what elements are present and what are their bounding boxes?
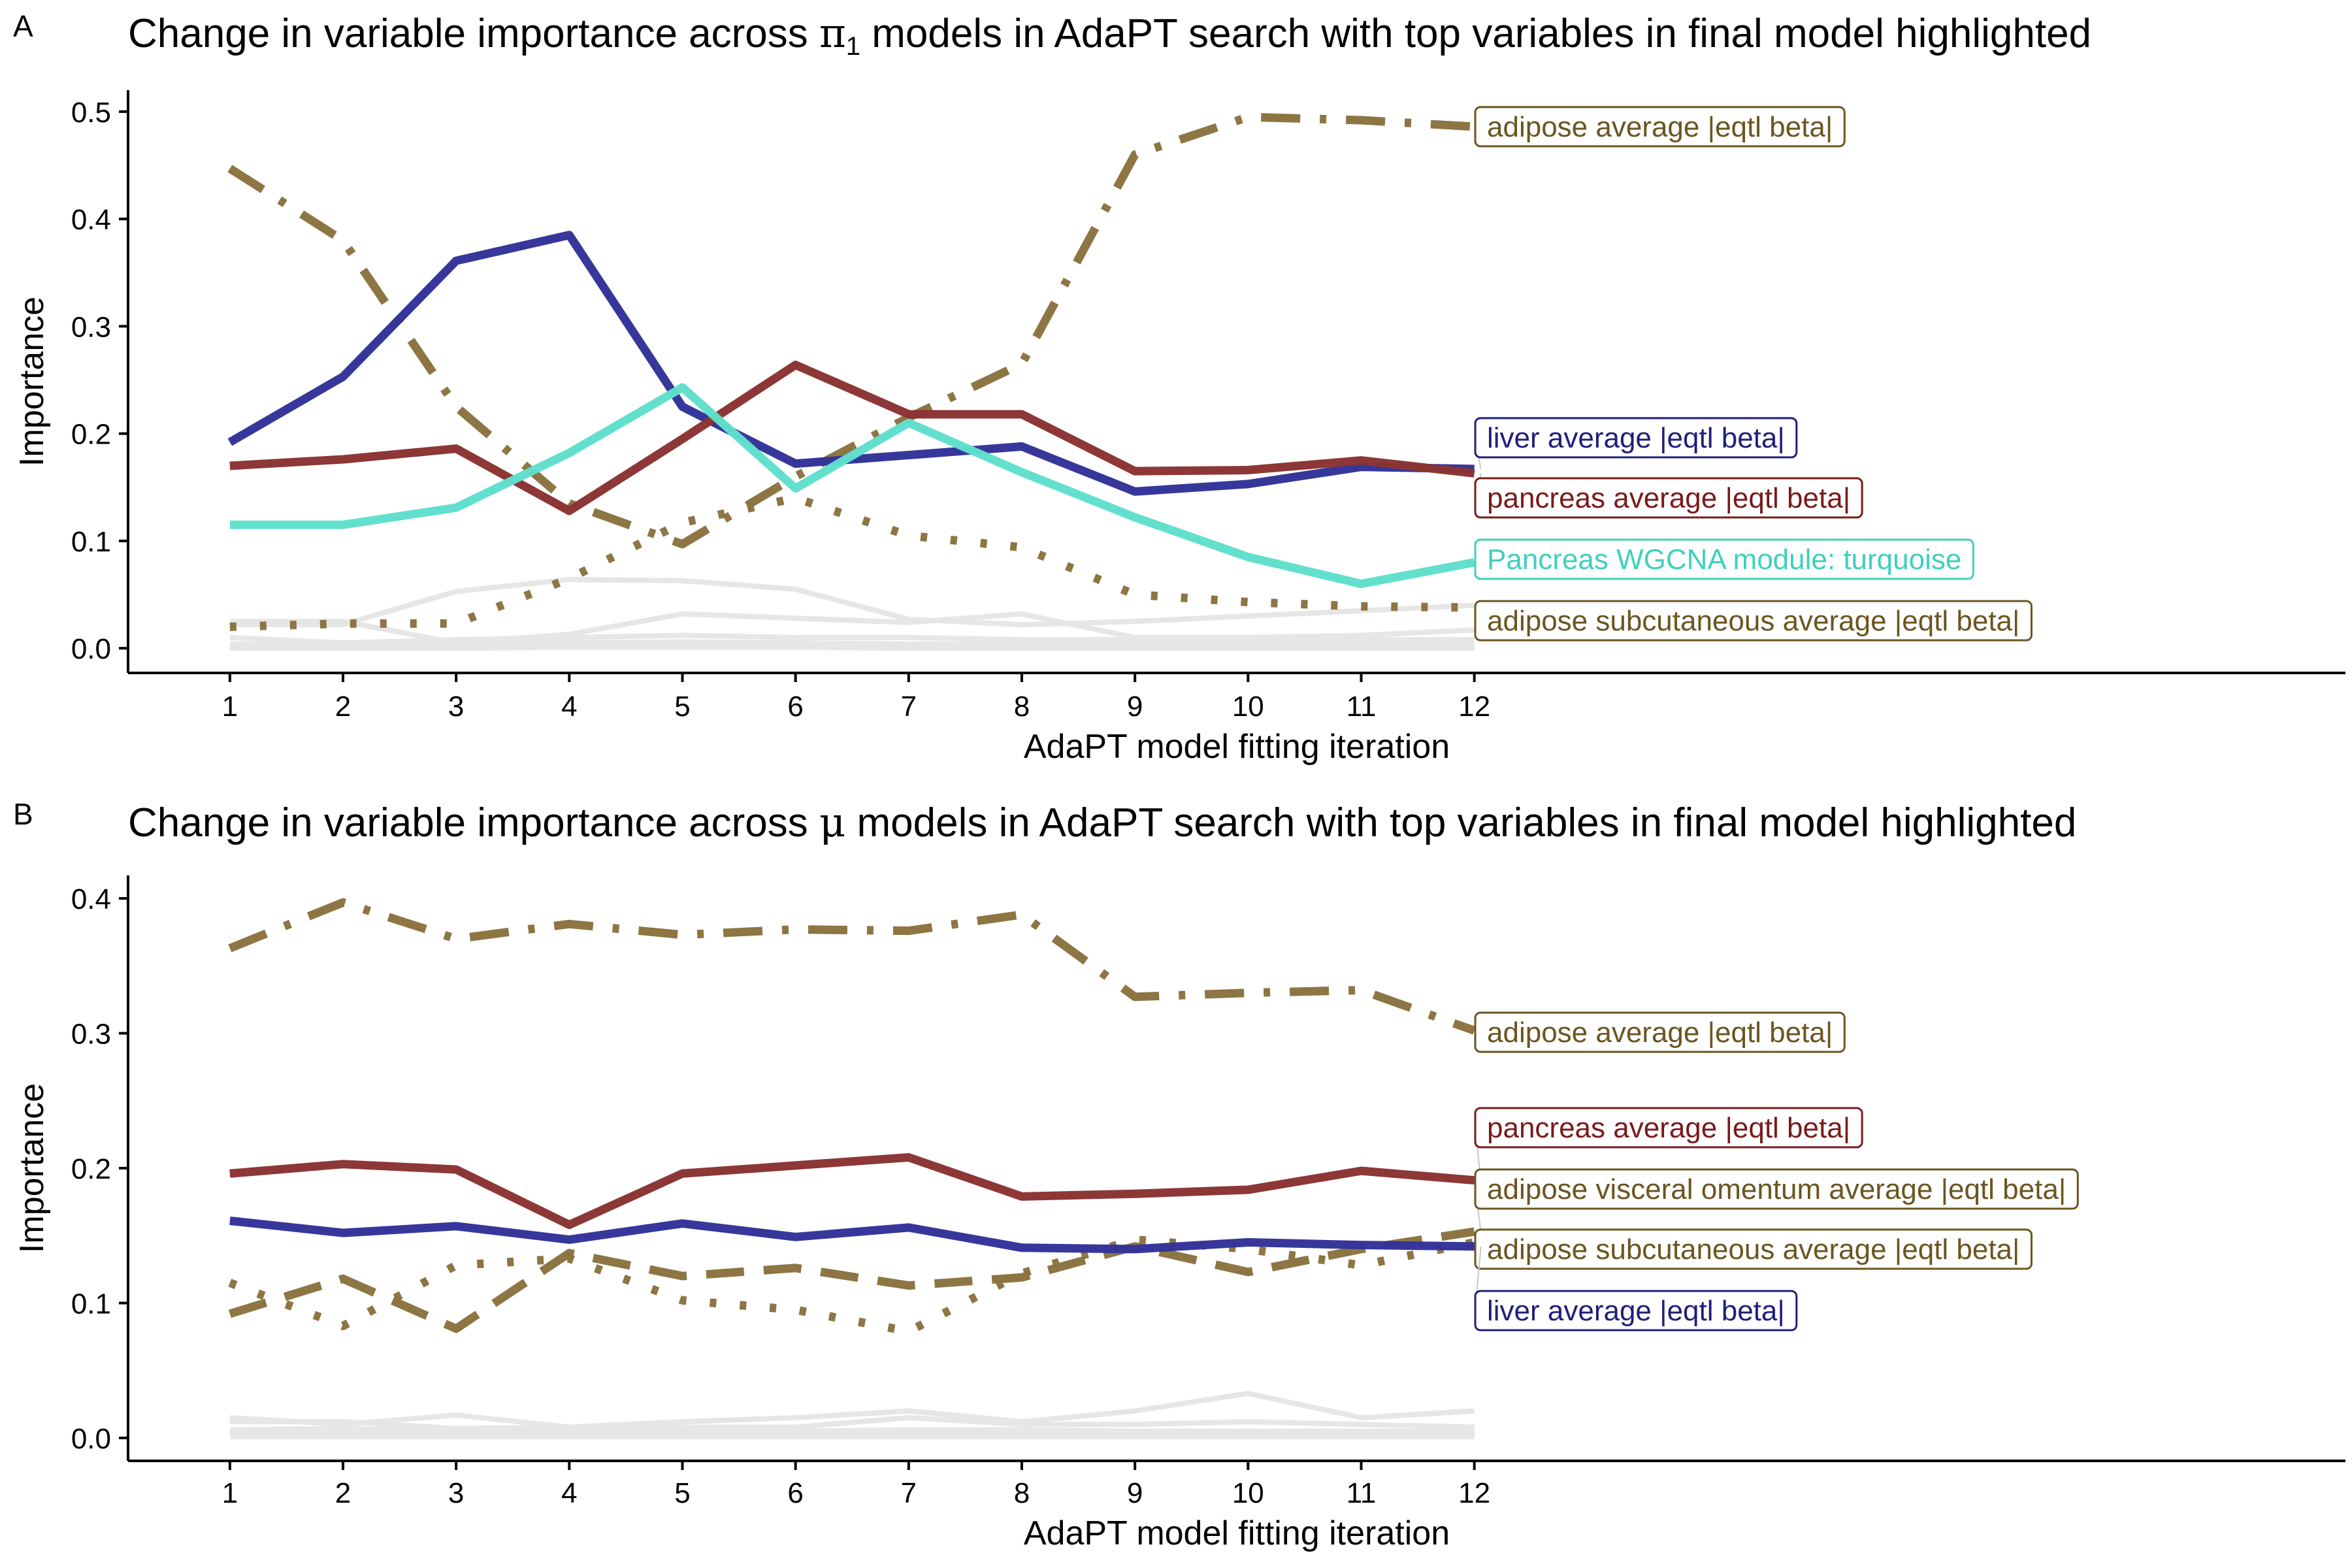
x-tick-label: 9	[1127, 1477, 1143, 1509]
series-label-adipose-average-eqtl-beta: adipose average |eqtl beta|	[1487, 1017, 1833, 1049]
y-axis-title: Importance	[13, 297, 51, 466]
y-tick-label: 0.0	[71, 633, 111, 665]
series-label-box	[1474, 1168, 2079, 1210]
x-tick-label: 8	[1014, 1477, 1030, 1509]
title-part: models in AdaPT search with top variable…	[845, 800, 2076, 845]
series-label-box	[1474, 1107, 1863, 1149]
panel-b: B Change in variable importance across μ …	[13, 797, 2345, 1552]
x-tick-label: 7	[901, 1477, 917, 1509]
title-part: Change in variable importance across	[128, 11, 819, 56]
title-subscript: 1	[846, 32, 860, 61]
x-tick-label: 8	[1014, 691, 1030, 723]
series-label-pancreas-average-eqtl-beta: pancreas average |eqtl beta|	[1487, 482, 1850, 514]
series-label-box	[1474, 477, 1863, 519]
title-part: models in AdaPT search with top variable…	[860, 11, 2091, 56]
x-tick-label: 6	[787, 691, 803, 723]
x-tick-label: 12	[1458, 691, 1490, 723]
series-label-liver-average-eqtl-beta: liver average |eqtl beta|	[1487, 422, 1785, 454]
y-tick-label: 0.3	[71, 311, 111, 343]
background-series-line	[229, 632, 1475, 646]
x-tick-label: 12	[1458, 1477, 1490, 1509]
y-axis-title: Importance	[13, 1083, 51, 1253]
y-tick-label: 0.5	[71, 97, 111, 129]
series-label-box	[1474, 1290, 1798, 1331]
series-label-box	[1474, 538, 1974, 580]
series-line-adipose-subcutaneous-average-eqtl-beta	[228, 1235, 1475, 1336]
title-part: Change in variable importance across	[128, 800, 819, 845]
panel-letter: B	[13, 797, 33, 831]
series-label-box	[1474, 1228, 2033, 1270]
x-tick-label: 9	[1127, 691, 1143, 723]
y-tick-label: 0.4	[71, 204, 111, 236]
x-tick-label: 2	[335, 691, 351, 723]
x-tick-label: 11	[1347, 691, 1377, 723]
series-label-pancreas-wgcna-module-turquoise: Pancreas WGCNA module: turquoise	[1487, 544, 1961, 576]
series-label-adipose-visceral-omentum-average-eqtl-beta: adipose visceral omentum average |eqtl b…	[1487, 1173, 2066, 1205]
x-tick-label: 4	[561, 1477, 577, 1509]
title-symbol: μ	[819, 798, 845, 846]
series-label-liver-average-eqtl-beta: liver average |eqtl beta|	[1487, 1295, 1785, 1327]
series-label-adipose-subcutaneous-average-eqtl-beta: adipose subcutaneous average |eqtl beta|	[1487, 605, 2019, 637]
y-tick-label: 0.1	[71, 1288, 111, 1320]
series-line-pancreas-average-eqtl-beta	[229, 361, 1475, 515]
background-series-line	[229, 1390, 1475, 1430]
x-tick-label: 3	[448, 1477, 464, 1509]
x-tick-label: 1	[222, 1477, 238, 1509]
x-axis-title: AdaPT model fitting iteration	[1024, 1514, 1450, 1552]
y-tick-label: 0.2	[71, 419, 111, 451]
y-tick-label: 0.0	[71, 1423, 111, 1455]
background-series-line	[229, 577, 1475, 628]
series-line-adipose-average-eqtl-beta	[227, 112, 1475, 549]
series-label-box	[1474, 1011, 1846, 1053]
x-tick-label: 5	[674, 691, 690, 723]
x-tick-label: 5	[674, 1477, 690, 1509]
title-symbol: π	[819, 9, 846, 57]
x-tick-label: 4	[561, 691, 577, 723]
series-label-pancreas-average-eqtl-beta: pancreas average |eqtl beta|	[1487, 1112, 1850, 1144]
y-tick-label: 0.2	[71, 1153, 111, 1185]
x-tick-label: 10	[1232, 1477, 1264, 1509]
y-tick-label: 0.4	[71, 883, 111, 915]
series-label-adipose-subcutaneous-average-eqtl-beta: adipose subcutaneous average |eqtl beta|	[1487, 1233, 2019, 1266]
x-tick-label: 6	[787, 1477, 803, 1509]
background-series-line	[229, 1426, 1475, 1434]
panel-a: A Change in variable importance across π1…	[13, 9, 2345, 766]
series-line-pancreas-average-eqtl-beta	[229, 1152, 1475, 1230]
x-axis-title: AdaPT model fitting iteration	[1024, 728, 1450, 766]
panel-letter: A	[13, 9, 33, 43]
series-label-box	[1474, 600, 2033, 642]
x-tick-label: 10	[1232, 691, 1264, 723]
background-series-line	[229, 1414, 1475, 1431]
series-line-adipose-average-eqtl-beta	[228, 898, 1476, 1035]
series-label-adipose-average-eqtl-beta: adipose average |eqtl beta|	[1487, 111, 1833, 143]
series-line-adipose-visceral-omentum-average-eqtl-beta	[228, 1227, 1475, 1333]
series-label-box	[1474, 417, 1798, 459]
x-tick-label: 11	[1347, 1477, 1377, 1509]
series-label-box	[1474, 106, 1846, 148]
x-tick-label: 2	[335, 1477, 351, 1509]
chart-title: Change in variable importance across μ m…	[128, 798, 2076, 846]
x-tick-label: 1	[222, 691, 238, 723]
x-tick-label: 3	[448, 691, 464, 723]
series-line-pancreas-wgcna-module-turquoise	[229, 383, 1475, 589]
y-tick-label: 0.3	[71, 1019, 111, 1051]
x-tick-label: 7	[901, 691, 917, 723]
y-tick-label: 0.1	[71, 526, 111, 558]
background-series-line	[229, 644, 1475, 651]
chart-title: Change in variable importance across π1 …	[128, 9, 2091, 61]
series-line-liver-average-eqtl-beta	[229, 1217, 1475, 1254]
